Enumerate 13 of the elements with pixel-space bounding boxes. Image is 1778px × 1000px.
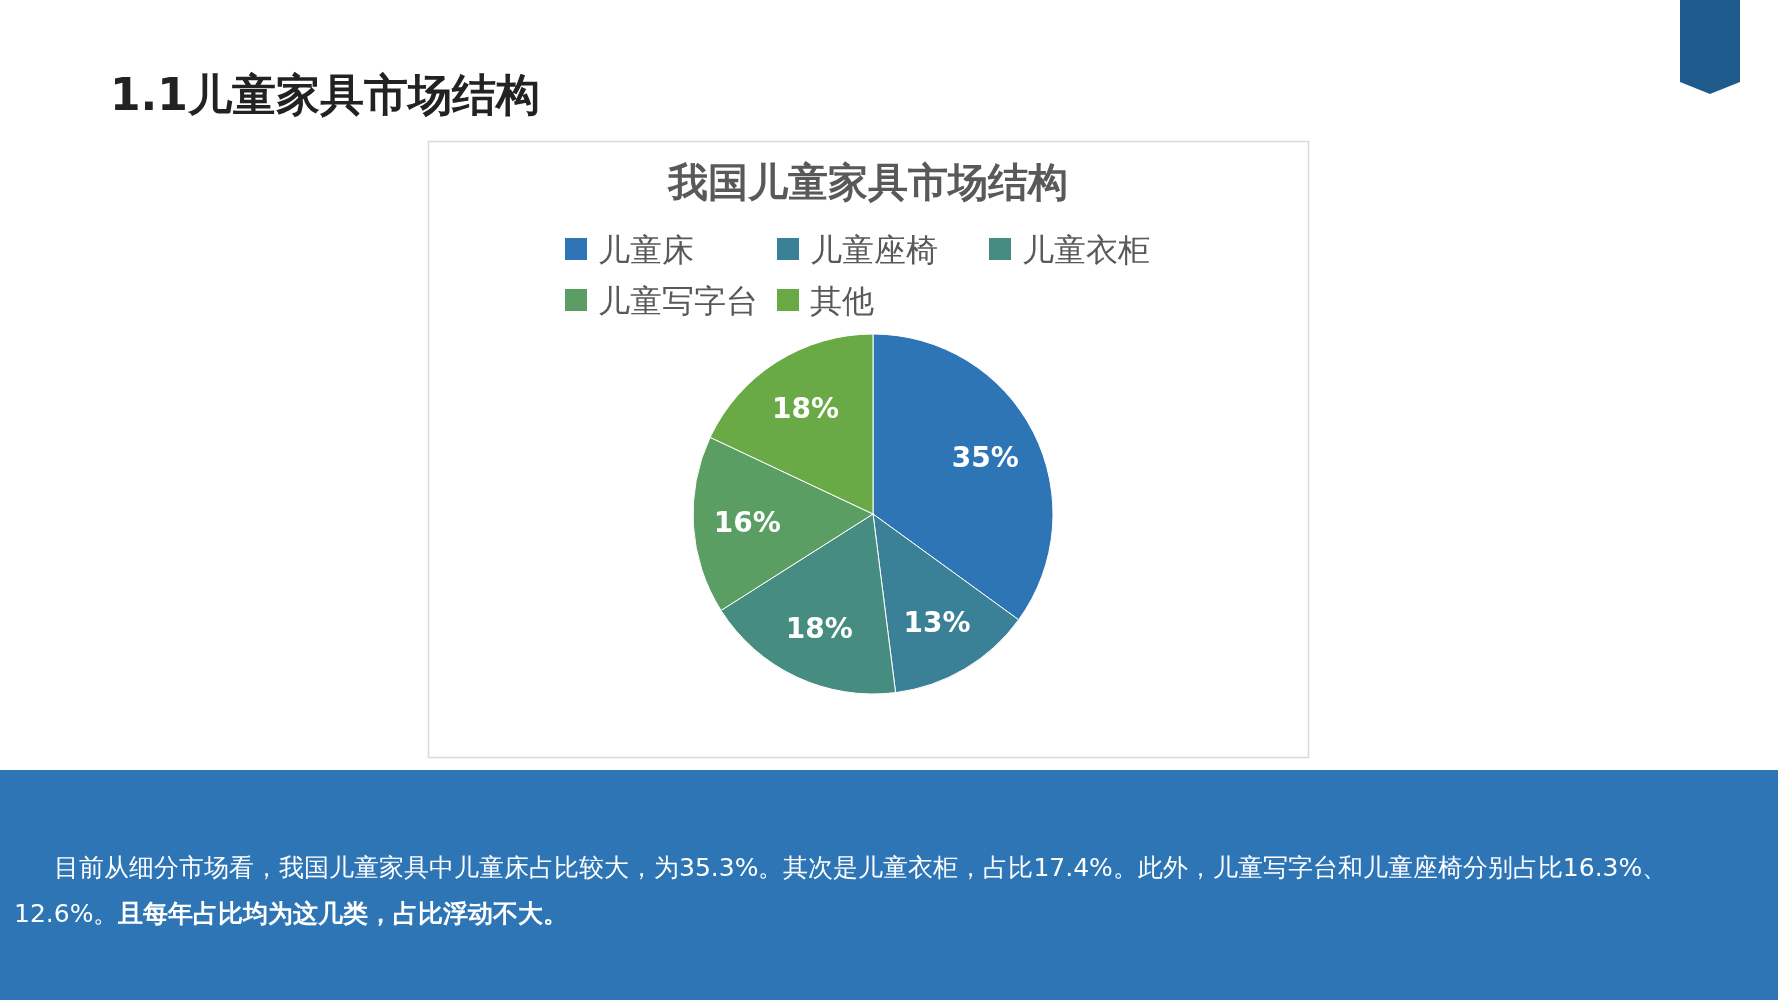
chart-title: 我国儿童家具市场结构	[667, 159, 1068, 205]
data-label: 35%	[951, 440, 1019, 474]
data-label: 13%	[903, 606, 971, 640]
data-label: 18%	[785, 612, 853, 646]
data-label: 18%	[771, 391, 839, 425]
text: 且每年占比均为这几类，占比浮动不大。	[118, 899, 569, 928]
legend-label: 儿童座椅	[810, 231, 938, 269]
legend-label: 儿童衣柜	[1022, 231, 1150, 269]
legend-label: 儿童床	[598, 231, 694, 269]
text: 1.1儿童家具市场结构	[110, 68, 540, 122]
data-label: 16%	[713, 505, 781, 539]
legend-label: 儿童写字台	[598, 282, 758, 320]
legend-label: 其他	[810, 282, 874, 320]
